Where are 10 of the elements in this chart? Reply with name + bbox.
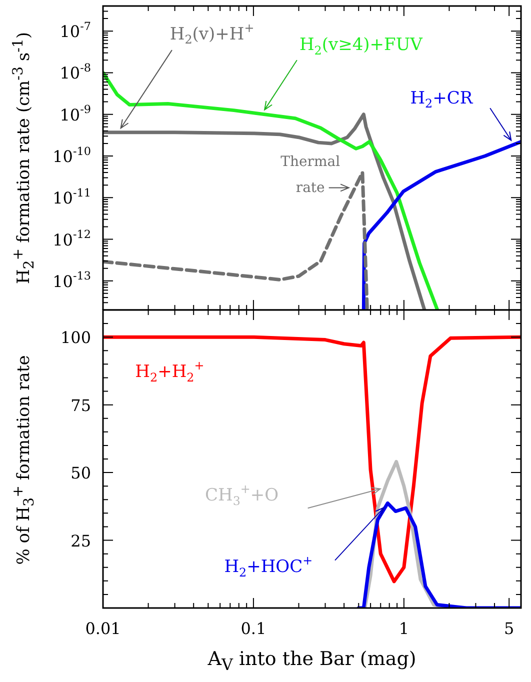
x-tick-label: 5 xyxy=(504,619,514,638)
x-tick-label: 1 xyxy=(398,619,410,638)
x-tick-label: 0.1 xyxy=(240,619,266,638)
series-label: Thermal rate xyxy=(280,154,341,196)
x-axis-title: A$_{V}$ into the Bar (mag) xyxy=(208,648,416,674)
y-tick-label: 50 xyxy=(70,464,91,483)
x-tick-label: 0.01 xyxy=(85,619,121,638)
y-tick-label: 100 xyxy=(60,328,92,348)
y-tick-label: 25 xyxy=(70,531,91,550)
y-tick-label: 75 xyxy=(70,396,91,415)
